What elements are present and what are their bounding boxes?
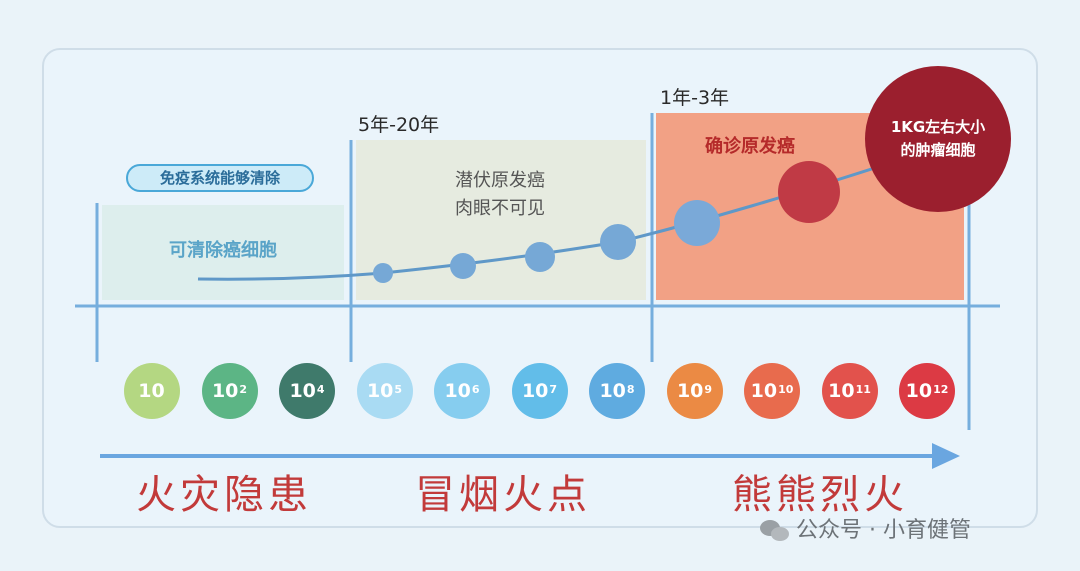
cell-count-exponent: 9 [704, 382, 713, 396]
cell-count-exponent: 2 [239, 382, 248, 396]
cell-count-base: 10 [750, 380, 778, 402]
cell-count-badge: 10 10 [744, 363, 800, 419]
cell-count-base: 10 [828, 380, 855, 402]
cell-count-exponent: 4 [316, 382, 325, 396]
watermark: 公众号 · 小育健管 [760, 512, 971, 544]
zone-clearable-bg [102, 205, 344, 300]
tumor-line1: 1KG左右大小 [890, 118, 986, 136]
wechat-icon [760, 520, 790, 542]
cell-count-badge: 10 5 [356, 363, 413, 419]
cell-count-badge: 10 9 [666, 363, 723, 419]
latent-title: 潜伏原发癌 [455, 170, 545, 191]
cell-count-badge: 10 11 [821, 363, 878, 419]
cell-count-badge: 10 2 [201, 363, 258, 419]
cell-count-base: 10 [138, 380, 165, 402]
cell-count-base: 10 [444, 380, 471, 402]
watermark-text: 公众号 · 小育健管 [796, 518, 971, 543]
cell-count-exponent: 6 [471, 382, 480, 396]
cell-count-base: 10 [599, 380, 626, 402]
cell-count-base: 10 [211, 380, 239, 402]
stage-label-2: 冒烟火点 [415, 472, 591, 518]
diagnosed-time-label: 1年-3年 [660, 87, 730, 109]
cell-count-base: 10 [521, 380, 549, 402]
stage-label-3: 熊熊烈火 [732, 472, 908, 518]
tumor-circle: 1KG左右大小 的肿瘤细胞 [865, 66, 1011, 212]
cell-count-exponent: 7 [549, 382, 558, 396]
cell-count-base: 10 [289, 380, 316, 402]
immune-badge: 免疫系统能够清除 [126, 164, 314, 192]
latent-time-label: 5年-20年 [358, 114, 440, 136]
cell-count-badge: 10 12 [899, 363, 955, 419]
cell-count-exponent: 5 [394, 382, 403, 396]
cell-count-badge: 10 8 [589, 363, 645, 419]
diagnosed-title: 确诊原发癌 [705, 136, 795, 157]
tumor-line2: 的肿瘤细胞 [900, 141, 976, 159]
cell-count-badge: 10 [124, 363, 180, 419]
cell-count-base: 10 [676, 380, 704, 402]
cell-count-exponent: 11 [855, 382, 871, 396]
cell-count-base: 10 [366, 380, 394, 402]
cell-count-badge: 10 4 [279, 363, 335, 419]
zone-latent-bg [356, 140, 646, 300]
latent-subtitle: 肉眼不可见 [455, 198, 545, 219]
cell-count-badge: 10 6 [434, 363, 490, 419]
cell-count-badge: 10 7 [511, 363, 568, 419]
cell-count-exponent: 12 [933, 382, 949, 396]
immune-badge-text: 免疫系统能够清除 [159, 169, 280, 187]
cell-count-exponent: 10 [778, 382, 794, 396]
stage-label-1: 火灾隐患 [136, 472, 312, 518]
clearable-text: 可清除癌细胞 [169, 240, 277, 261]
cell-count-base: 10 [905, 380, 933, 402]
cell-count-exponent: 8 [626, 382, 635, 396]
